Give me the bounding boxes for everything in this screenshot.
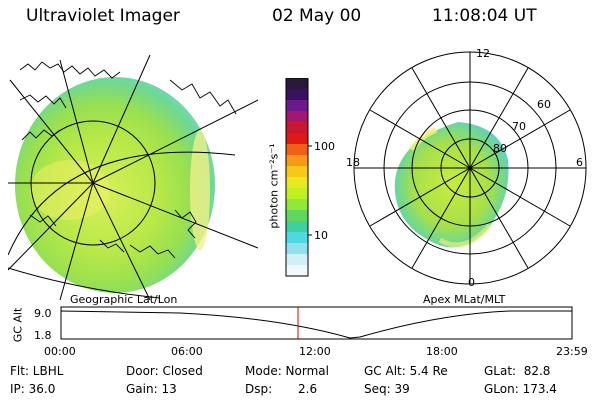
geographic-image <box>8 54 258 300</box>
info-dsp-value: 2.6 <box>298 382 318 396</box>
colorbar-tick-10: 10 <box>314 229 328 242</box>
apex-label: Apex MLat/MLT <box>423 293 506 306</box>
colorbar-stripe <box>286 221 308 233</box>
info-ip: IP: 36.0 <box>10 382 56 396</box>
date-label: 02 May 00 <box>272 6 362 26</box>
altitude-curve <box>60 310 572 339</box>
colorbar-stripe <box>286 265 308 277</box>
timeline-tick-0: 00:00 <box>44 345 76 358</box>
info-seq: Seq: 39 <box>364 382 410 396</box>
altitude-timeline <box>60 306 573 340</box>
info-mode: Mode: Normal <box>245 364 329 378</box>
info-door: Door: Closed <box>126 364 203 378</box>
info-dsp-label: Dsp: <box>245 382 273 396</box>
coastline <box>19 61 237 259</box>
auroral-oval <box>394 122 509 248</box>
colorbar-stripe <box>286 144 308 156</box>
meridian <box>9 79 94 184</box>
colorbar-stripe <box>286 177 308 189</box>
mlt-label-6: 6 <box>576 156 583 169</box>
colorbar-stripe <box>286 122 308 134</box>
geographic-label: Geographic Lat/Lon <box>70 293 178 306</box>
colorbar-unit-label: photon cm⁻²s⁻¹ <box>267 143 281 229</box>
timeline-tick-3: 18:00 <box>426 345 458 358</box>
colorbar-stripe <box>286 232 308 244</box>
colorbar-stripe <box>286 78 308 90</box>
instrument-title: Ultraviolet Imager <box>26 6 180 26</box>
info-gcalt: GC Alt: 5.4 Re <box>364 364 448 378</box>
colorbar-stripe <box>286 89 308 101</box>
colorbar-tick-100: 100 <box>314 140 335 153</box>
polar-plot <box>353 51 587 285</box>
mlat-label-70: 70 <box>512 120 526 133</box>
colorbar-stripe <box>286 188 308 200</box>
colorbar <box>285 78 312 277</box>
timeline-tick-4: 23:59 <box>556 345 588 358</box>
timeline-tick-2: 12:00 <box>299 345 331 358</box>
mlt-label-0: 0 <box>468 276 475 289</box>
colorbar-stripe <box>286 100 308 112</box>
colorbar-stripe <box>286 111 308 123</box>
info-flt: Flt: LBHL <box>10 364 64 378</box>
info-gain: Gain: 13 <box>126 382 177 396</box>
colorbar-stripe <box>286 254 308 266</box>
timeline-y-top: 9.0 <box>34 307 52 320</box>
mlt-label-12: 12 <box>476 47 490 60</box>
earth-disk <box>15 77 215 293</box>
timeline-y-bottom: 1.8 <box>34 329 52 342</box>
colorbar-stripe <box>286 166 308 178</box>
timeline-tick-1: 06:00 <box>171 345 203 358</box>
info-glon: GLon: 173.4 <box>484 382 557 396</box>
colorbar-stripe <box>286 133 308 145</box>
colorbar-stripe <box>286 199 308 211</box>
info-glat: GLat: 82.8 <box>484 364 551 378</box>
mlat-label-80: 80 <box>493 142 507 155</box>
timeline-axis-label: GC Alt <box>11 307 25 343</box>
time-label: 11:08:04 UT <box>432 6 537 26</box>
colorbar-stripe <box>286 243 308 255</box>
mlat-label-60: 60 <box>537 98 551 111</box>
colorbar-stripe <box>286 155 308 167</box>
mlt-label-18: 18 <box>346 156 360 169</box>
lat-circle-wide <box>8 151 236 256</box>
colorbar-stripe <box>286 210 308 222</box>
